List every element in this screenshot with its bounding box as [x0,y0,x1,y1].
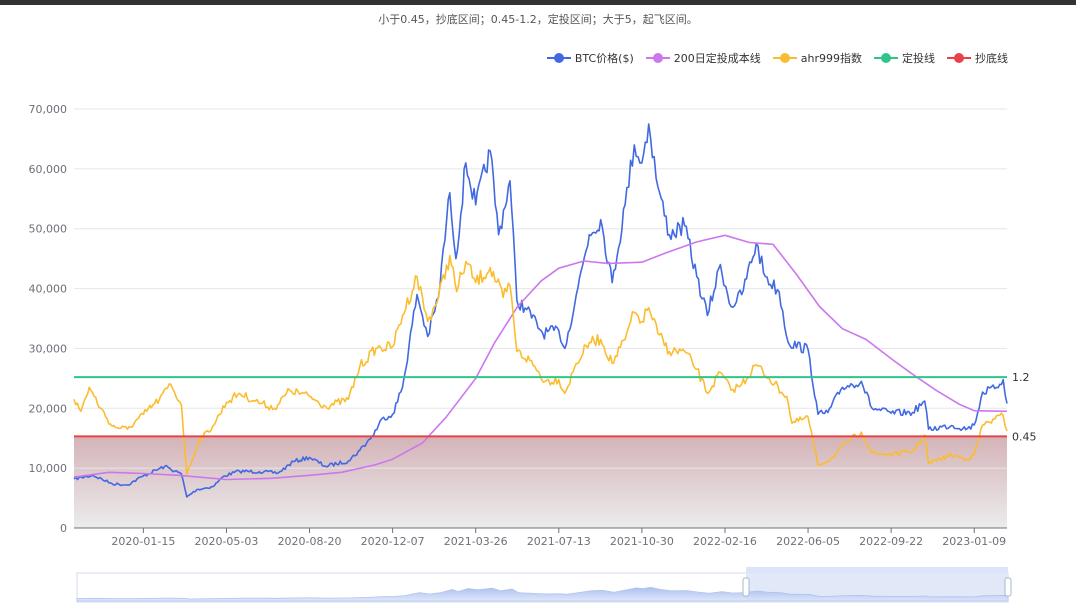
legend-marker-icon [772,52,797,64]
legend-label: 200日定投成本线 [673,52,761,65]
x-tick-label: 2020-01-15 [111,535,175,548]
y-tick-label: 40,000 [29,283,68,296]
threshold-label: 1.2 [1012,371,1030,384]
zoom-left-handle[interactable] [742,577,750,597]
legend-item-btc[interactable]: BTC价格($) [546,50,634,66]
zoom-move-bar [746,567,1008,573]
threshold-label: 0.45 [1012,430,1037,443]
bottom-zone-area [74,436,1007,528]
x-tick-label: 2020-12-07 [361,535,425,548]
x-tick-label: 2021-10-30 [610,535,674,548]
y-tick-label: 30,000 [29,342,68,355]
x-tick-label: 2021-07-13 [527,535,591,548]
legend-marker-icon [546,52,571,64]
chart-legend: BTC价格($) 200日定投成本线 ahr999指数 定投线 抄底线 [546,50,1008,66]
chart-subtitle: 小于0.45，抄底区间；0.45-1.2，定投区间；大于5，起飞区间。 [378,13,698,26]
legend-item-bottom-line[interactable]: 抄底线 [947,50,1008,66]
legend-label: ahr999指数 [800,52,862,65]
legend-item-ahr999[interactable]: ahr999指数 [772,50,862,66]
x-tick-label: 2022-06-05 [776,535,840,548]
btc-price-line [73,123,1008,498]
x-tick-label: 2020-05-03 [194,535,258,548]
x-tick-label: 2022-02-16 [693,535,757,548]
zoom-overview-area [76,586,1009,602]
legend-marker-icon [874,52,898,64]
legend-label: 抄底线 [975,52,1008,65]
zoom-right-handle[interactable] [1004,577,1012,597]
y-tick-label: 10,000 [29,462,68,475]
x-tick-label: 2021-03-26 [444,535,508,548]
legend-label: 定投线 [902,52,935,65]
top-dark-bar [0,0,1076,5]
y-tick-label: 50,000 [29,223,68,236]
legend-item-cost-line[interactable]: 200日定投成本线 [645,50,761,66]
ahr999-line [73,254,1008,475]
y-tick-label: 0 [60,522,67,535]
legend-label: BTC价格($) [574,52,634,65]
x-tick-label: 2023-01-09 [942,535,1006,548]
y-tick-label: 20,000 [29,402,68,415]
cost-line [73,234,1008,481]
legend-marker-icon [645,52,670,64]
y-tick-label: 60,000 [29,163,68,176]
legend-item-dca-line[interactable]: 定投线 [874,50,935,66]
x-tick-label: 2020-08-20 [278,535,342,548]
legend-marker-icon [947,52,971,64]
x-tick-label: 2022-09-22 [859,535,923,548]
y-tick-label: 70,000 [29,103,68,116]
